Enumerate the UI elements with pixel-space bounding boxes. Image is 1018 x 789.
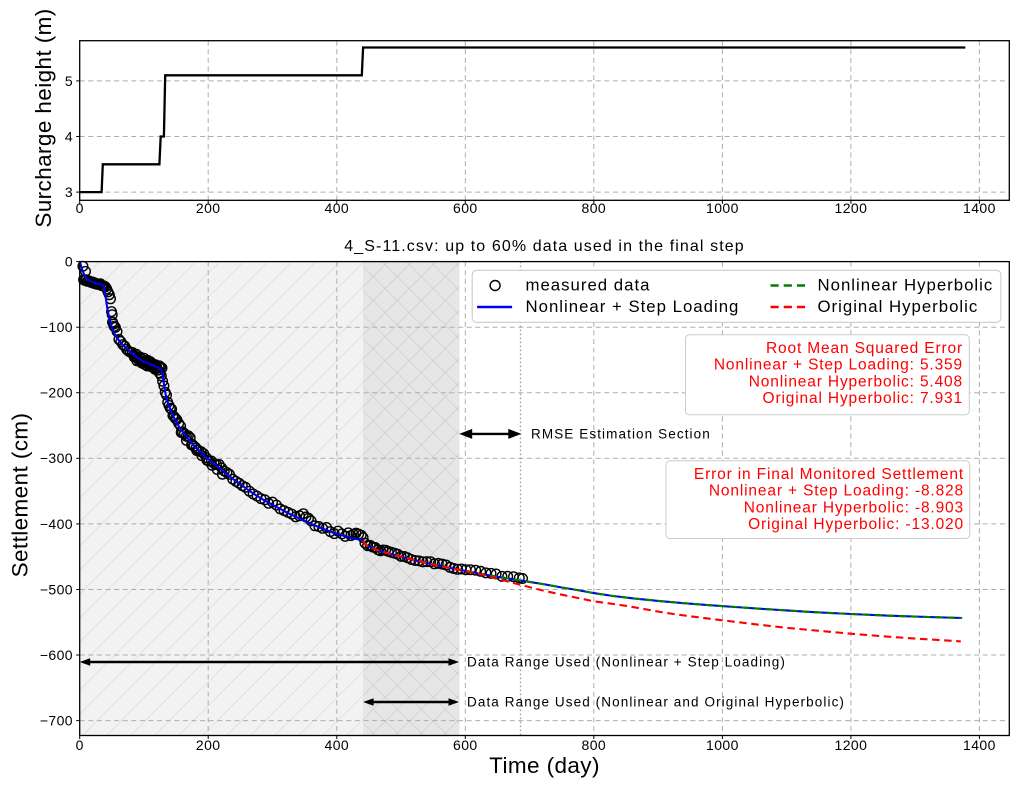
svg-text:Nonlinear + Step Loading: Nonlinear + Step Loading bbox=[526, 297, 740, 316]
svg-text:−400: −400 bbox=[40, 516, 73, 532]
svg-text:measured data: measured data bbox=[526, 275, 651, 294]
svg-text:−200: −200 bbox=[40, 385, 73, 401]
svg-text:800: 800 bbox=[582, 200, 607, 216]
svg-text:Original Hyperbolic: Original Hyperbolic bbox=[818, 297, 979, 316]
svg-text:0: 0 bbox=[65, 254, 73, 270]
svg-text:1000: 1000 bbox=[706, 737, 739, 753]
svg-text:Nonlinear + Step Loading: -8.8: Nonlinear + Step Loading: -8.828 bbox=[709, 483, 964, 500]
svg-text:Nonlinear Hyperbolic: 5.408: Nonlinear Hyperbolic: 5.408 bbox=[749, 373, 963, 390]
svg-text:0: 0 bbox=[76, 200, 84, 216]
svg-text:Original Hyperbolic: -13.020: Original Hyperbolic: -13.020 bbox=[748, 516, 964, 533]
svg-text:3: 3 bbox=[65, 184, 73, 200]
svg-text:400: 400 bbox=[325, 737, 350, 753]
svg-text:Settlement (cm): Settlement (cm) bbox=[8, 413, 33, 578]
svg-text:4_S-11.csv: up to 60% data use: 4_S-11.csv: up to 60% data used in the f… bbox=[344, 238, 745, 255]
svg-text:RMSE Estimation Section: RMSE Estimation Section bbox=[531, 427, 711, 442]
svg-text:5: 5 bbox=[65, 73, 73, 89]
svg-text:−700: −700 bbox=[40, 713, 73, 729]
svg-text:1200: 1200 bbox=[835, 200, 868, 216]
svg-text:800: 800 bbox=[582, 737, 607, 753]
svg-text:−300: −300 bbox=[40, 450, 73, 466]
svg-text:Nonlinear Hyperbolic: -8.903: Nonlinear Hyperbolic: -8.903 bbox=[744, 499, 964, 516]
svg-text:Data Range Used (Nonlinear and: Data Range Used (Nonlinear and Original … bbox=[467, 695, 845, 710]
svg-text:1000: 1000 bbox=[706, 200, 739, 216]
svg-text:1400: 1400 bbox=[963, 737, 996, 753]
svg-text:1400: 1400 bbox=[963, 200, 996, 216]
svg-text:600: 600 bbox=[453, 200, 478, 216]
svg-text:−500: −500 bbox=[40, 581, 73, 597]
svg-text:Original Hyperbolic: 7.931: Original Hyperbolic: 7.931 bbox=[763, 390, 963, 407]
svg-text:Root Mean Squared Error: Root Mean Squared Error bbox=[766, 340, 963, 357]
svg-text:−100: −100 bbox=[40, 319, 73, 335]
svg-text:1200: 1200 bbox=[835, 737, 868, 753]
svg-text:4: 4 bbox=[65, 128, 73, 144]
svg-text:600: 600 bbox=[453, 737, 478, 753]
svg-text:−600: −600 bbox=[40, 647, 73, 663]
svg-text:Time (day): Time (day) bbox=[489, 753, 600, 778]
svg-text:0: 0 bbox=[76, 737, 84, 753]
svg-text:200: 200 bbox=[196, 737, 221, 753]
svg-text:Nonlinear + Step Loading: 5.35: Nonlinear + Step Loading: 5.359 bbox=[714, 357, 963, 374]
svg-text:400: 400 bbox=[325, 200, 350, 216]
svg-text:Surcharge height (m): Surcharge height (m) bbox=[31, 8, 56, 227]
svg-text:Error in Final Monitored Settl: Error in Final Monitored Settlement bbox=[694, 466, 964, 483]
svg-text:Nonlinear Hyperbolic: Nonlinear Hyperbolic bbox=[818, 275, 994, 294]
svg-text:Data Range Used (Nonlinear + S: Data Range Used (Nonlinear + Step Loadin… bbox=[467, 655, 786, 670]
svg-text:200: 200 bbox=[196, 200, 221, 216]
